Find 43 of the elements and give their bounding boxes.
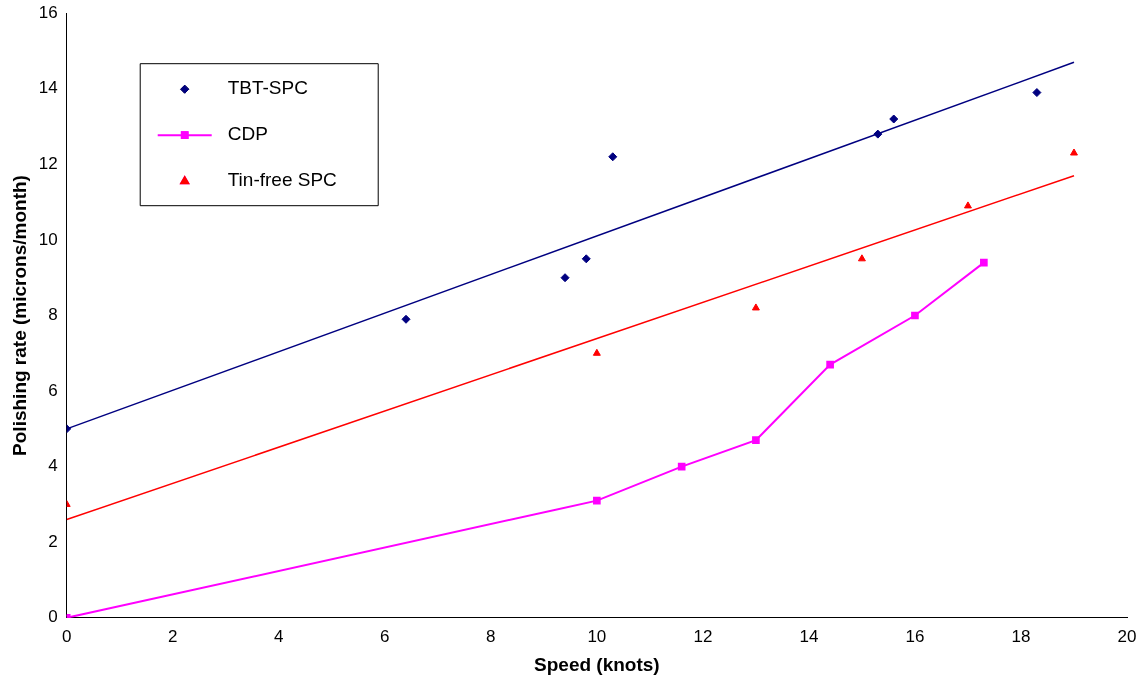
x-tick-label: 10 [587, 626, 607, 646]
point [752, 436, 760, 445]
y-axis-title: Polishing rate (microns/month) [8, 175, 30, 456]
legend-label: Tin-free SPC [227, 169, 337, 191]
y-tick-label: 4 [48, 456, 58, 476]
x-tick-label: 4 [274, 626, 284, 646]
x-axis-title: Speed (knots) [534, 653, 660, 675]
y-tick-label: 6 [48, 380, 58, 400]
y-tick-label: 12 [38, 154, 58, 174]
y-tick-label: 8 [48, 305, 58, 325]
legend-label: CDP [227, 123, 268, 145]
point [608, 152, 618, 162]
x-tick-label: 12 [693, 626, 713, 646]
point [751, 303, 760, 311]
point [857, 254, 866, 262]
point [592, 348, 601, 356]
point [401, 314, 411, 324]
point [560, 273, 570, 283]
x-tick-label: 8 [486, 626, 496, 646]
point [911, 311, 919, 320]
point [593, 496, 601, 505]
point [826, 360, 834, 369]
legend-label: TBT-SPC [227, 77, 308, 99]
y-tick-label: 16 [38, 2, 58, 22]
x-tick-label: 0 [61, 626, 72, 646]
y-tick-label: 10 [38, 229, 58, 249]
x-tick-label: 18 [1011, 626, 1031, 646]
x-tick-label: 14 [799, 626, 819, 646]
point [1032, 88, 1042, 98]
point [677, 462, 686, 471]
x-tick-label: 6 [380, 626, 390, 646]
x-tick-label: 16 [905, 626, 925, 646]
x-tick-label: 2 [168, 626, 178, 646]
point [1070, 148, 1078, 156]
point [963, 201, 972, 209]
x-tick-label: 20 [1117, 626, 1137, 646]
y-tick-label: 0 [48, 607, 58, 627]
point [873, 129, 883, 139]
y-tick-label: 2 [48, 531, 58, 551]
point [581, 254, 591, 264]
point [889, 114, 899, 124]
point [980, 258, 988, 267]
y-tick-label: 14 [38, 78, 58, 98]
